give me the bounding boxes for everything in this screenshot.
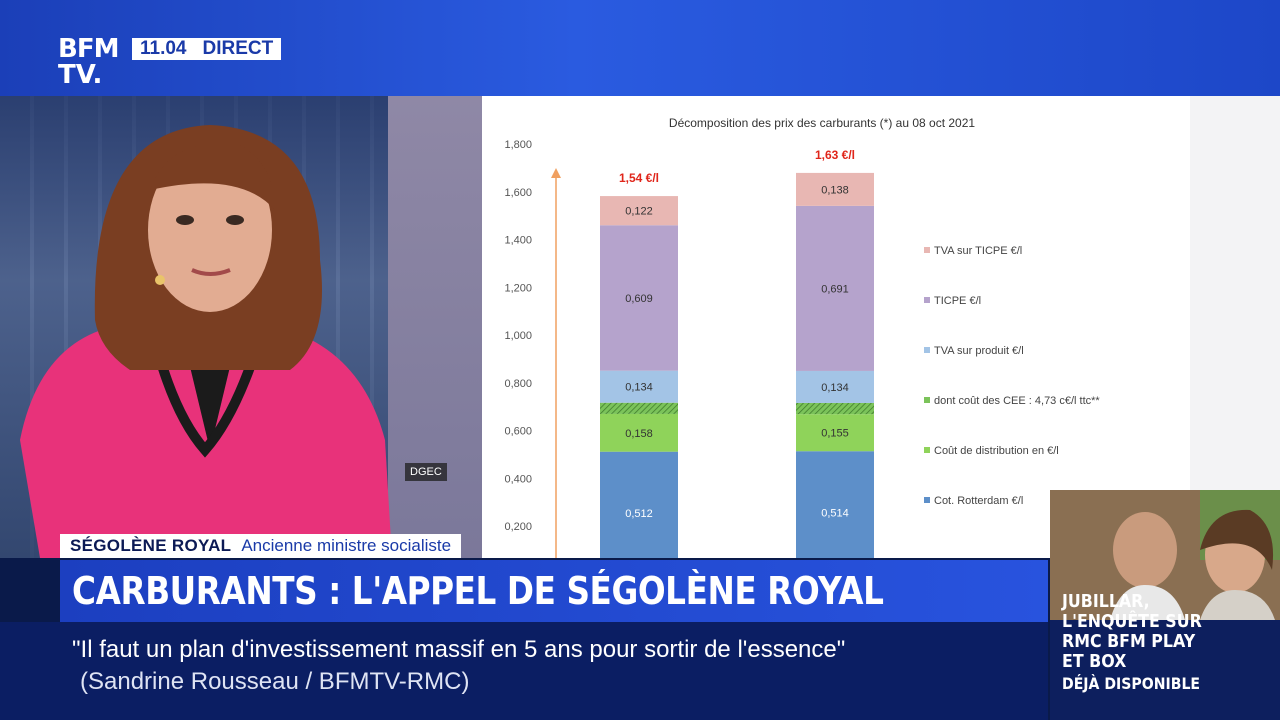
bar-total-label: 1,63 €/l [815,148,855,162]
headline-bar: CARBURANTS : L'APPEL DE SÉGOLÈNE ROYAL [60,560,1048,622]
bar-segment [600,225,678,371]
bar-segment [600,370,678,403]
bar-segment [600,413,678,452]
bar-value-label: 0,138 [821,184,849,196]
presenter-figure [20,125,392,558]
y-tick-label: 1,000 [504,330,532,342]
promo-title-line: L'ENQUÊTE SUR [1062,611,1202,632]
bar-value-label: 0,122 [625,206,653,218]
bar-value-label: 0,691 [821,283,849,295]
live-label: DIRECT [202,38,274,59]
quote-area: "Il faut un plan d'investissement massif… [0,622,1048,720]
y-axis: 1,800 1,600 1,400 1,200 1,000 0,800 0,600 0,400… [504,139,561,558]
quote-text: "Il faut un plan d'investissement massif… [72,636,846,663]
y-tick-label: 1,600 [504,187,532,199]
bar-total-label: 1,54 €/l [619,171,659,185]
bar-value-label: 0,134 [625,382,653,394]
bar-value-label: 0,134 [821,382,849,394]
bar-segment [600,451,678,558]
bar-segment [796,451,874,558]
promo-title: JUBILLAR, L'ENQUÊTE SUR RMC BFM PLAY ET … [1062,592,1202,672]
legend-swatch [924,247,930,253]
legend-entry: Cot. Rotterdam €/l [934,495,1023,507]
y-tick-label: 1,800 [504,139,532,151]
y-tick-label: 1,200 [504,282,532,294]
stacked-bars: 0,512 0,158 0,134 0,609 0,122 1,54 €/l 0,514 0,… [600,148,874,558]
fuel-price-chart: Décomposition des prix des carburants (*… [504,116,1100,558]
promo-title-line: RMC BFM PLAY [1062,631,1196,652]
promo-box[interactable]: JUBILLAR, L'ENQUÊTE SUR RMC BFM PLAY ET … [1050,490,1280,720]
live-indicator: 11.04 DIRECT [132,38,282,60]
y-tick-label: 0,800 [504,378,532,390]
chart-side-margin [1190,96,1280,490]
bar-segment [796,205,874,371]
clock-time: 11.04 [140,38,187,59]
bar-segment [600,196,678,226]
legend-entry: dont coût des CEE : 4,73 c€/l ttc** [934,395,1100,407]
promo-photo [1050,490,1280,620]
speaker-name: SÉGOLÈNE ROYAL [70,536,232,555]
studio-panel [388,96,482,558]
bar-value-label: 0,512 [625,508,653,520]
bar-value-label: 0,155 [821,428,849,440]
bar-segment [796,414,874,452]
chart-title: Décomposition des prix des carburants (*… [669,116,975,130]
speaker-role: Ancienne ministre socialiste [241,536,452,555]
legend-swatch [924,447,930,453]
bar-segment [600,402,678,414]
bfmtv-logo: BFM TV. [58,36,124,92]
logo-line-1: BFM [58,34,119,64]
promo-title-line: ET BOX [1062,651,1127,672]
legend-swatch [924,347,930,353]
promo-title-line: JUBILLAR, [1062,591,1150,612]
logo-line-2: TV. [58,60,103,90]
promo-subtitle: DÉJÀ DISPONIBLE [1062,674,1201,693]
legend-entry: Coût de distribution en €/l [934,445,1059,457]
y-tick-label: 0,400 [504,473,532,485]
legend-swatch [924,397,930,403]
y-tick-label: 0,600 [504,426,532,438]
legend-swatch [924,297,930,303]
legend-entry: TICPE €/l [934,295,981,307]
speaker-name-bar: SÉGOLÈNE ROYAL Ancienne ministre sociali… [60,534,462,558]
bar-value-label: 0,609 [625,293,653,305]
axis-arrow-head [551,168,561,178]
image-credit: DGEC [405,463,447,481]
bar-segment [796,172,874,206]
headline-text: CARBURANTS : L'APPEL DE SÉGOLÈNE ROYAL [72,569,884,613]
y-tick-label: 0,200 [504,521,532,533]
legend-swatch [924,497,930,503]
fuel-price-chart-panel: Décomposition des prix des carburants (*… [482,96,1190,558]
quote-source: (Sandrine Rousseau / BFMTV-RMC) [80,668,470,695]
chart-legend: TVA sur TICPE €/l TICPE €/l TVA sur produi… [924,245,1100,507]
bar-segment [796,402,874,415]
y-tick-label: 1,400 [504,235,532,247]
bar-value-label: 0,158 [625,428,653,440]
bar-value-label: 0,514 [821,508,849,520]
bar-segment [796,370,874,403]
legend-entry: TVA sur produit €/l [934,345,1024,357]
legend-entry: TVA sur TICPE €/l [934,245,1022,257]
